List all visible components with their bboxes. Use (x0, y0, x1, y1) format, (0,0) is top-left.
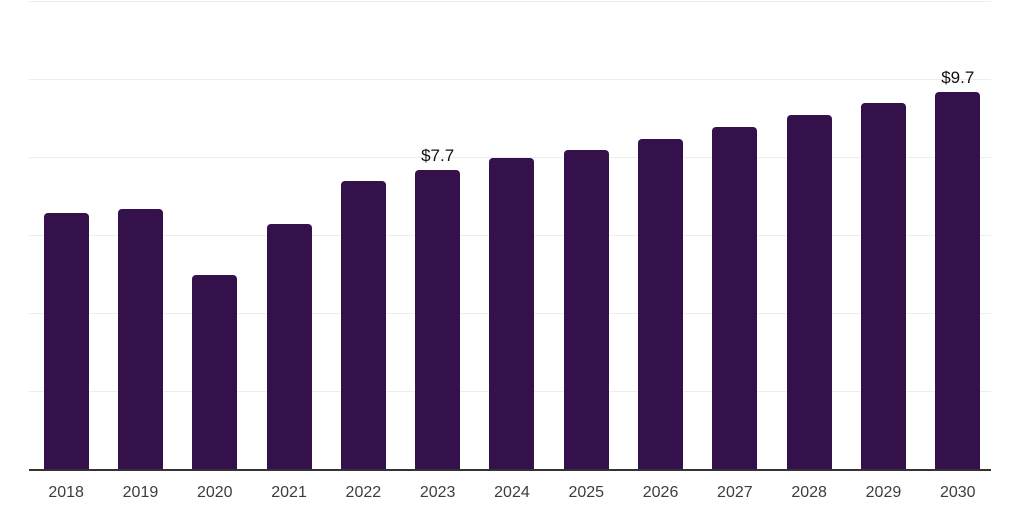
bar-value-label: $9.7 (941, 67, 975, 87)
bar-2022 (340, 181, 386, 470)
bar-2029 (860, 103, 906, 470)
x-axis-line (29, 469, 991, 471)
bar-2024 (489, 158, 535, 470)
bar-2028 (786, 115, 832, 470)
x-tick-label-2024: 2024 (494, 484, 530, 501)
bar-2019 (117, 208, 163, 470)
x-tick-label-2025: 2025 (568, 484, 605, 501)
x-tick-label-2020: 2020 (196, 484, 233, 501)
x-tick-label-2021: 2021 (271, 484, 307, 501)
bar-value-label: $7.7 (421, 145, 455, 165)
x-tick-label-2022: 2022 (345, 484, 382, 501)
bar-2021 (266, 224, 312, 470)
bar-2027 (712, 126, 758, 470)
x-tick-label-2019: 2019 (122, 484, 159, 501)
x-tick-label-2027: 2027 (717, 484, 753, 501)
x-tick-label-2029: 2029 (865, 484, 902, 501)
bar-2030 (935, 91, 981, 470)
bar-2026 (638, 138, 684, 470)
gridline (29, 1, 991, 2)
x-tick-label-2023: 2023 (419, 484, 456, 501)
x-tick-label-2028: 2028 (791, 484, 827, 501)
bar-2018 (43, 212, 89, 470)
bar-2020 (192, 275, 238, 470)
bar-2025 (563, 150, 609, 470)
x-tick-label-2026: 2026 (642, 484, 679, 501)
gridline (29, 79, 991, 80)
x-tick-label-2030: 2030 (939, 484, 976, 501)
gridline (29, 157, 991, 158)
bar-2023 (415, 169, 461, 470)
x-tick-label-2018: 2018 (48, 484, 84, 501)
